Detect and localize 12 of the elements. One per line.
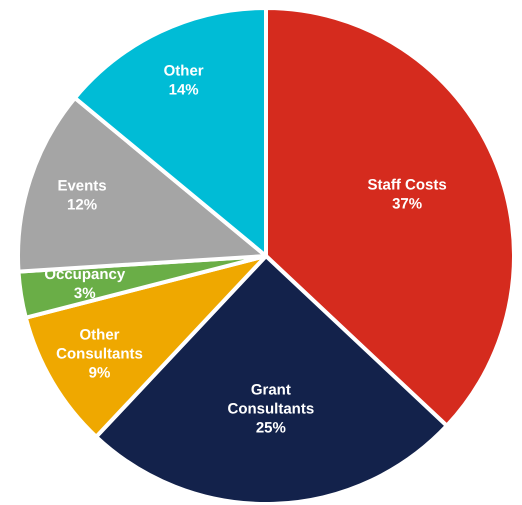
- data-label: 9%: [88, 364, 110, 382]
- slice-label: Grant Consultants: [227, 382, 314, 418]
- data-label: 3%: [74, 285, 96, 302]
- data-label: 14%: [168, 81, 199, 98]
- slice-label: Occupancy: [44, 266, 126, 284]
- data-label: 12%: [67, 196, 98, 214]
- data-label: 25%: [256, 420, 286, 437]
- slice-label: Staff Costs: [368, 176, 447, 194]
- data-label: 37%: [392, 195, 422, 212]
- slice-label: Other: [164, 62, 204, 80]
- slice-label: Other Consultants: [56, 326, 143, 362]
- slice-label: Events: [57, 178, 107, 195]
